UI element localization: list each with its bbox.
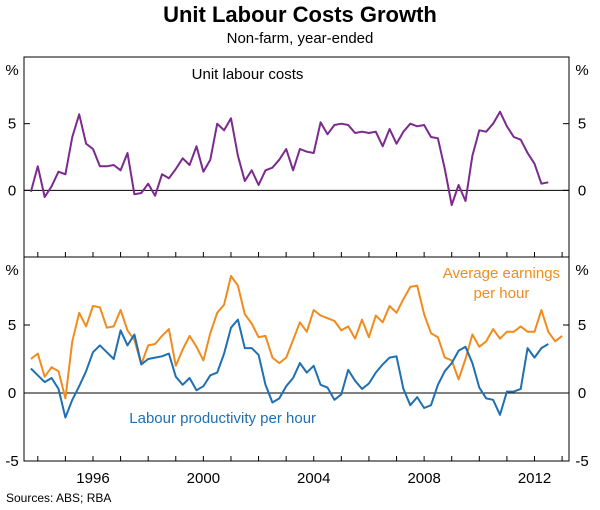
y-tick-label-right: 5: [578, 317, 586, 334]
chart-subtitle: Non-farm, year-ended: [226, 30, 374, 47]
x-tick-label: 1996: [76, 470, 109, 487]
unit-label-right: %: [575, 62, 588, 79]
x-tick-label: 2008: [407, 470, 440, 487]
chart-title: Unit Labour Costs Growth: [163, 2, 437, 27]
label-unit-labour-costs: Unit labour costs: [192, 66, 304, 83]
x-tick-label: 2000: [187, 470, 220, 487]
y-tick-label-right: 5: [578, 116, 586, 133]
label-labour-productivity: Labour productivity per hour: [129, 410, 316, 427]
unit-label-left: %: [5, 262, 18, 279]
x-tick-label: 2004: [297, 470, 330, 487]
unit-label-left: %: [5, 62, 18, 79]
y-tick-label-left: 5: [8, 116, 16, 133]
series-line-average-earnings-per-hour: [30, 275, 563, 400]
label-average-earnings-line1: Average earnings: [443, 265, 560, 282]
unit-label-right: %: [575, 262, 588, 279]
y-tick-label-left: 0: [8, 385, 16, 402]
y-tick-label-right: 0: [578, 182, 586, 199]
y-tick-label-right: 0: [578, 385, 586, 402]
y-tick-label-left: 5: [8, 317, 16, 334]
plot-frame: [23, 56, 570, 462]
x-tick-label: 2012: [518, 470, 551, 487]
series-line-unit-labour-costs: [29, 110, 549, 206]
series-line-labour-productivity-per-hour: [30, 318, 549, 419]
y-tick-label-left: -5: [5, 453, 18, 470]
label-average-earnings-line2: per hour: [473, 285, 529, 302]
y-tick-label-left: 0: [8, 182, 16, 199]
y-tick-label-right: -5: [575, 453, 588, 470]
source-note: Sources: ABS; RBA: [6, 491, 112, 505]
